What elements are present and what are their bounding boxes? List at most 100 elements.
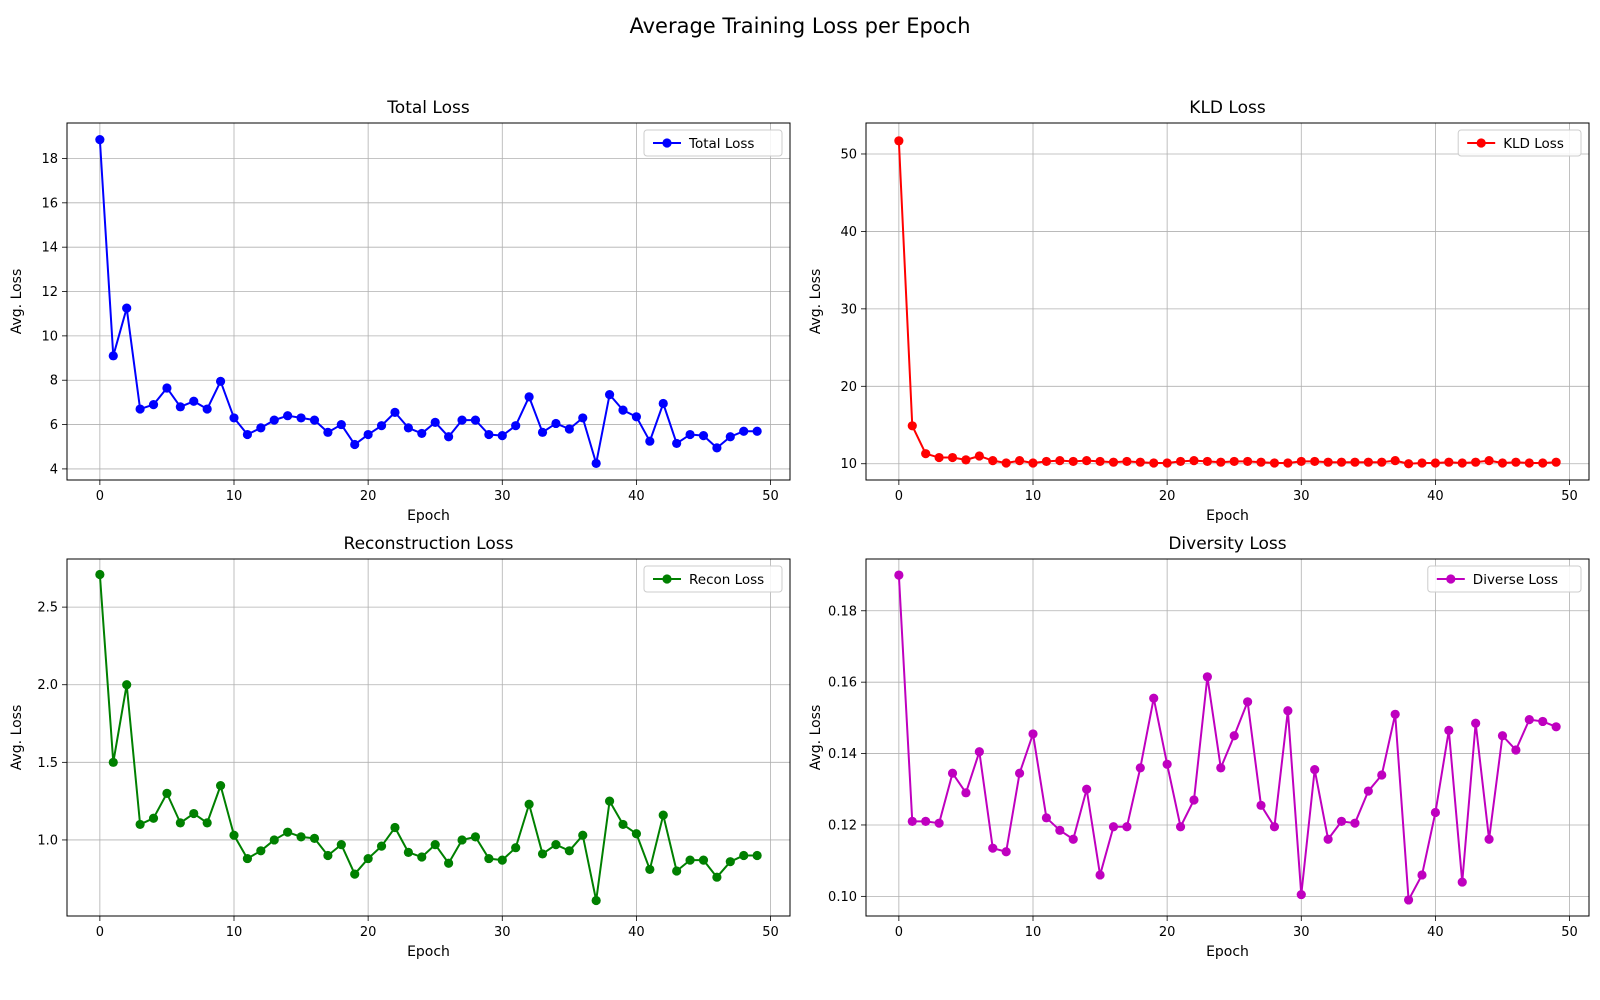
total-loss-data-point — [215, 376, 226, 386]
reconstruction-loss-data-point — [578, 830, 588, 840]
reconstruction-loss-data-point — [229, 830, 239, 840]
diversity-loss-data-point — [1471, 718, 1481, 728]
kld-loss-data-point — [1457, 458, 1467, 468]
kld-loss-data-point — [921, 449, 931, 459]
reconstruction-loss-data-point — [336, 840, 346, 850]
total-loss-data-point — [283, 411, 293, 421]
diversity-loss-legend-label: Diverse Loss — [1473, 572, 1558, 588]
kld-loss-data-point — [1390, 456, 1400, 466]
diversity-loss-data-point — [1444, 725, 1454, 735]
total-loss-axes-frame — [66, 122, 791, 481]
reconstruction-loss-data-point — [591, 895, 601, 906]
kld-loss-x-tick-label: 50 — [1561, 489, 1578, 504]
kld-loss-data-point — [1484, 456, 1494, 466]
total-loss-y-tick-label: 18 — [41, 152, 58, 167]
reconstruction-loss-data-point — [444, 858, 454, 868]
total-loss-data-point — [202, 404, 212, 414]
kld-loss-data-point — [1256, 457, 1266, 467]
total-loss-data-point — [376, 421, 387, 431]
kld-loss-data-point — [947, 452, 958, 463]
reconstruction-loss-y-axis-label: Avg. Loss — [9, 705, 25, 771]
diversity-loss-data-point — [1243, 697, 1253, 707]
total-loss-data-point — [591, 458, 601, 468]
kld-loss-data-point — [1336, 457, 1347, 467]
reconstruction-loss-data-point — [390, 822, 400, 833]
total-loss-x-tick-label: 30 — [494, 489, 511, 504]
diversity-loss-data-point — [1041, 813, 1052, 823]
total-loss-data-point — [390, 407, 400, 417]
diversity-loss-data-point — [1390, 709, 1400, 719]
total-loss-data-point — [417, 428, 427, 439]
reconstruction-loss-data-point — [537, 849, 548, 859]
reconstruction-loss-x-tick-label: 50 — [762, 925, 779, 940]
diversity-loss-data-point — [1014, 768, 1025, 778]
kld-loss-data-point — [1149, 458, 1159, 468]
reconstruction-loss-x-tick-label: 40 — [628, 925, 645, 940]
diversity-loss-x-axis-label: Epoch — [1206, 944, 1249, 960]
kld-loss-data-point — [1001, 458, 1011, 468]
reconstruction-loss-data-point — [376, 841, 387, 851]
diversity-loss-data-point — [1001, 847, 1011, 857]
diversity-loss-x-tick-label: 50 — [1561, 925, 1578, 940]
kld-loss-y-tick-label: 50 — [840, 147, 857, 162]
reconstruction-loss-data-point — [551, 840, 561, 850]
kld-loss-data-point — [1189, 456, 1199, 466]
total-loss-data-point — [242, 429, 253, 440]
reconstruction-loss-data-point — [403, 847, 413, 857]
diversity-loss-y-tick-label: 0.14 — [828, 747, 857, 762]
kld-loss-data-point — [1068, 456, 1078, 467]
reconstruction-loss-data-point — [296, 832, 306, 842]
total-loss-legend-swatch-marker — [662, 138, 672, 148]
reconstruction-loss-data-point — [309, 833, 320, 843]
kld-loss-data-point — [1524, 458, 1534, 468]
kld-loss-data-point — [1296, 456, 1306, 467]
reconstruction-loss-data-point — [712, 872, 722, 882]
kld-loss-data-point — [1444, 457, 1454, 467]
kld-loss-data-point — [988, 456, 998, 466]
diversity-loss-data-point — [1256, 800, 1266, 810]
reconstruction-loss-data-point — [497, 855, 507, 865]
total-loss-y-tick-label: 8 — [50, 374, 58, 389]
diversity-loss-x-tick-label: 10 — [1025, 925, 1042, 940]
diversity-loss-data-point — [1028, 729, 1038, 739]
kld-loss-data-point — [1055, 456, 1065, 466]
total-loss-data-point — [604, 390, 615, 400]
reconstruction-loss-data-point — [175, 818, 185, 828]
reconstruction-loss-data-point — [363, 853, 373, 864]
total-loss-data-point — [323, 427, 333, 437]
reconstruction-loss-legend-box — [643, 565, 783, 593]
diversity-loss-data-point — [1417, 870, 1427, 880]
total-loss-data-point — [403, 423, 413, 433]
reconstruction-loss-data-point — [524, 799, 534, 809]
diversity-loss-x-tick-label: 30 — [1293, 925, 1310, 940]
reconstruction-loss-y-tick-label: 1.5 — [37, 756, 58, 771]
diversity-loss-data-point — [947, 768, 958, 778]
diversity-loss-data-point — [1229, 731, 1239, 741]
total-loss-data-point — [752, 426, 762, 436]
total-loss-data-point — [189, 396, 199, 406]
reconstruction-loss-x-tick-label: 30 — [494, 925, 511, 940]
total-loss-data-point — [645, 436, 655, 446]
total-loss-data-point — [484, 429, 494, 440]
reconstruction-loss-data-point — [484, 853, 494, 864]
diversity-loss-data-point — [1269, 822, 1280, 832]
kld-loss-data-point — [1430, 458, 1441, 468]
total-loss-y-axis-label: Avg. Loss — [9, 269, 25, 335]
kld-loss-data-point — [1269, 458, 1280, 468]
total-loss-data-point — [685, 429, 695, 440]
diversity-loss-legend-box — [1427, 565, 1582, 593]
reconstruction-loss-data-point — [457, 835, 467, 845]
diversity-loss-data-point — [961, 788, 971, 798]
total-loss-data-point — [551, 418, 561, 429]
reconstruction-loss-data-point — [631, 829, 642, 839]
kld-loss-x-tick-label: 0 — [895, 489, 903, 504]
reconstruction-loss-legend-swatch-marker — [662, 574, 672, 584]
reconstruction-loss-data-point — [323, 850, 333, 861]
reconstruction-loss-data-point — [618, 819, 628, 830]
reconstruction-loss-y-tick-label: 1.0 — [37, 833, 58, 848]
reconstruction-loss-data-point — [108, 757, 118, 767]
total-loss-x-tick-label: 20 — [360, 489, 377, 504]
diversity-loss-x-tick-label: 40 — [1427, 925, 1444, 940]
reconstruction-loss-data-point — [739, 850, 749, 861]
